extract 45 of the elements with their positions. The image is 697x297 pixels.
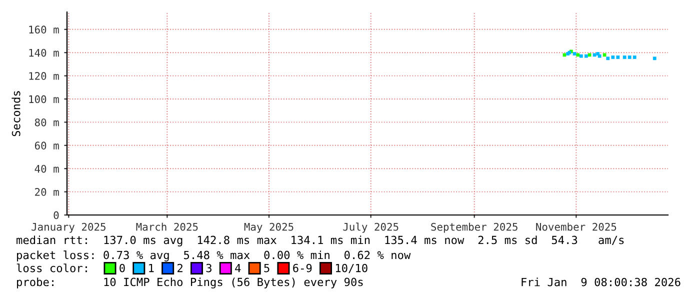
text: Fri Jan 9 08:00:38 2026 xyxy=(522,278,680,286)
point xyxy=(579,54,583,58)
point xyxy=(584,54,588,58)
point xyxy=(602,53,606,57)
legend-title: loss color: xyxy=(16,264,87,272)
x-tick-label: July 2025 xyxy=(343,222,398,233)
y-tick-label: 20 m xyxy=(35,188,59,196)
point xyxy=(588,53,592,57)
text: packet loss: 0.73 % avg 5.48 % max 0.00 % min 0.62 % now xyxy=(17,250,411,262)
point xyxy=(562,53,566,57)
y-tick-label: 100 m xyxy=(29,95,59,104)
legend-label: 5 xyxy=(264,264,270,272)
point xyxy=(572,52,576,56)
y-tick-label: 60 m xyxy=(34,142,59,150)
text: probe: 10 ICMP Echo Pings (56 Bytes) every 90s xyxy=(17,278,363,288)
point xyxy=(598,54,602,58)
point xyxy=(592,53,596,57)
point xyxy=(622,56,626,59)
x-tick-label: November 2025 xyxy=(536,222,616,231)
y-tick-label: 160 m xyxy=(29,26,59,34)
x-tick-label: September 2025 xyxy=(431,222,518,233)
legend-label: 4 xyxy=(235,264,241,272)
y-axis-title: Seconds xyxy=(12,91,20,136)
point xyxy=(611,56,615,59)
x-tick-label: January 2025 xyxy=(32,222,106,233)
y-tick-label: 80 m xyxy=(34,118,59,126)
y-tick-label: 120 m xyxy=(29,72,59,80)
legend-label: 0 xyxy=(120,264,125,272)
x-tick-label: March 2025 xyxy=(136,222,198,231)
point xyxy=(632,56,636,59)
legend-label: 3 xyxy=(206,264,212,272)
y-tick-label: 40 m xyxy=(34,164,59,173)
x-tick-label: May 2025 xyxy=(244,222,294,233)
legend-label: 2 xyxy=(178,264,182,272)
legend-label: 6-9 xyxy=(293,264,312,272)
text: median rtt: 137.0 ms avg 142.8 ms max 134.1 ms min 135.4 ms now 2.5 ms sd 54.3 am/s xyxy=(16,236,624,246)
point xyxy=(606,56,610,60)
legend-label: 10/10 xyxy=(336,264,368,274)
legend-label: 1 xyxy=(149,264,154,272)
y-tick-label: 0 xyxy=(54,211,59,220)
point xyxy=(616,56,620,59)
point xyxy=(628,56,632,59)
point xyxy=(652,56,656,60)
y-tick-label: 140 m xyxy=(29,48,59,57)
point xyxy=(576,53,580,57)
